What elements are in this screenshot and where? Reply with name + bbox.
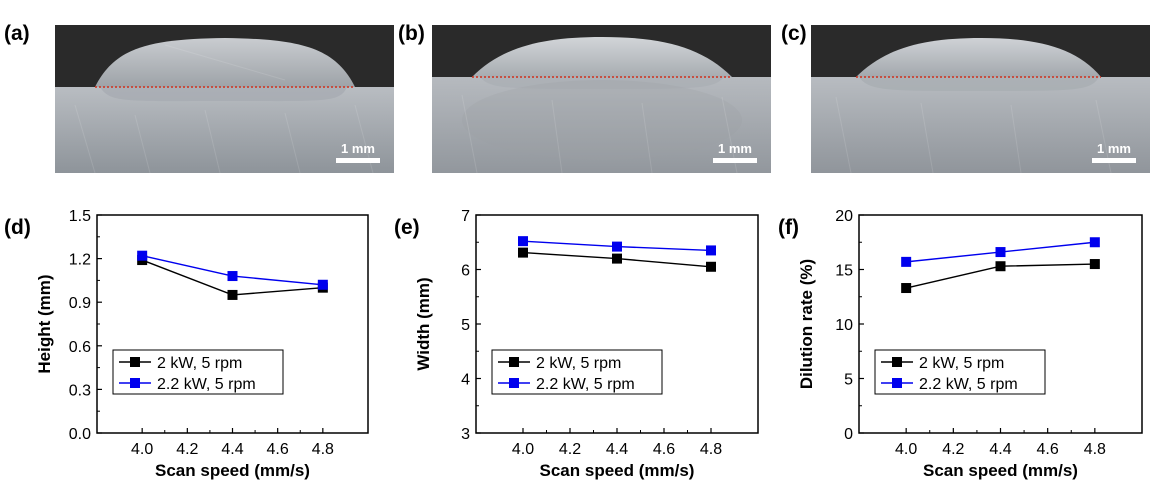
panel-label-c: (c) <box>781 22 807 45</box>
panel-label: (f) <box>778 216 799 239</box>
scale-bar-label: 1 mm <box>341 141 375 156</box>
y-tick-label: 3 <box>461 426 470 443</box>
legend-marker <box>509 357 519 367</box>
data-point-series-1 <box>227 289 238 300</box>
y-tick-label: 4 <box>461 372 470 389</box>
data-point-series-2 <box>518 236 528 247</box>
legend-label: 2 kW, 5 rpm <box>919 355 1004 372</box>
y-tick-label: 15 <box>835 263 853 280</box>
data-point-series-2 <box>901 256 912 267</box>
legend-label: 2 kW, 5 rpm <box>157 355 242 372</box>
x-axis-label: Scan speed (mm/s) <box>923 461 1078 480</box>
legend-label: 2 kW, 5 rpm <box>536 355 621 372</box>
y-tick-label: 1.2 <box>69 252 91 269</box>
data-point-series-1 <box>1089 259 1100 270</box>
data-point-series-1 <box>518 247 528 258</box>
y-tick-label: 5 <box>461 317 470 334</box>
y-tick-label: 10 <box>835 317 853 334</box>
y-axis-label: Height (mm) <box>35 274 54 373</box>
y-tick-label: 0.3 <box>69 382 91 399</box>
x-axis-label: Scan speed (mm/s) <box>155 461 310 480</box>
legend-box <box>491 349 663 395</box>
data-point-series-1 <box>612 253 622 264</box>
scale-bar-label: 1 mm <box>1097 141 1131 156</box>
plot-frame <box>96 214 369 434</box>
scale-bar-c: 1 mm <box>1092 142 1136 163</box>
scale-bar-line <box>713 158 757 163</box>
data-point-series-1 <box>901 283 912 294</box>
y-tick-label: 0.9 <box>69 295 91 312</box>
x-tick-label: 4.2 <box>176 441 198 458</box>
panel-label: (d) <box>4 216 31 239</box>
legend-marker <box>130 378 140 388</box>
legend-label: 2.2 kW, 5 rpm <box>536 376 635 393</box>
x-tick-label: 4.8 <box>1084 441 1106 458</box>
panel-label-b: (b) <box>398 22 425 45</box>
legend-marker <box>130 357 140 367</box>
x-tick-label: 4.0 <box>131 441 153 458</box>
y-axis-label: Width (mm) <box>414 277 433 370</box>
data-point-series-1 <box>706 261 716 272</box>
legend-marker <box>509 378 519 388</box>
data-point-series-2 <box>1089 237 1100 248</box>
chart-e: (e) 3 4 5 6 7 4.0 4.2 4.4 4.6 4.8 Scan speed (mm/s)… <box>390 200 780 499</box>
x-tick-label: 4.4 <box>606 441 628 458</box>
scale-bar-line <box>1092 158 1136 163</box>
x-tick-label: 4.0 <box>895 441 917 458</box>
legend-label: 2.2 kW, 5 rpm <box>157 376 256 393</box>
legend-box <box>112 349 284 395</box>
x-tick-label: 4.8 <box>700 441 722 458</box>
data-point-series-1 <box>995 261 1006 272</box>
x-axis-label: Scan speed (mm/s) <box>540 461 695 480</box>
cross-section-photo-b: 1 mm <box>432 25 771 173</box>
cross-section-photo-a: 1 mm <box>55 25 394 173</box>
legend-marker <box>892 378 902 388</box>
x-tick-label: 4.2 <box>559 441 581 458</box>
data-point-series-2 <box>706 245 716 256</box>
x-tick-label: 4.2 <box>942 441 964 458</box>
y-tick-label: 6 <box>461 263 470 280</box>
x-tick-label: 4.6 <box>267 441 289 458</box>
panel-label: (e) <box>394 216 420 239</box>
scale-bar-b: 1 mm <box>713 142 757 163</box>
data-point-series-2 <box>317 279 328 290</box>
panel-label-a: (a) <box>4 22 30 45</box>
chart-f: (f) 0 5 10 15 20 4.0 4.2 4.4 4.6 4.8 Scan speed (mm… <box>774 200 1164 499</box>
x-tick-label: 4.0 <box>512 441 534 458</box>
y-axis-label: Dilution rate (%) <box>797 259 816 389</box>
y-tick-label: 5 <box>844 372 853 389</box>
y-tick-label: 20 <box>835 208 853 225</box>
data-point-series-2 <box>612 241 622 252</box>
x-tick-label: 4.8 <box>312 441 334 458</box>
legend-box <box>874 349 1046 395</box>
chart-d: (d) 0.0 0.3 0.6 0.9 1.2 1.5 4.0 4.2 4.4 4.6 4.8 Scan… <box>0 200 390 499</box>
scale-bar-a: 1 mm <box>336 142 380 163</box>
cross-section-photo-c: 1 mm <box>811 25 1150 173</box>
legend-label: 2.2 kW, 5 rpm <box>919 376 1018 393</box>
y-tick-label: 0 <box>844 426 853 443</box>
y-tick-label: 1.5 <box>69 208 91 225</box>
legend-marker <box>892 357 902 367</box>
scale-bar-label: 1 mm <box>718 141 752 156</box>
y-tick-label: 0.6 <box>69 339 91 356</box>
x-tick-label: 4.6 <box>1037 441 1059 458</box>
data-point-series-2 <box>227 271 238 282</box>
x-tick-label: 4.6 <box>653 441 675 458</box>
x-tick-label: 4.4 <box>989 441 1011 458</box>
y-tick-label: 0.0 <box>69 426 91 443</box>
data-point-series-2 <box>995 247 1006 258</box>
data-point-series-2 <box>137 250 148 261</box>
scale-bar-line <box>336 158 380 163</box>
y-tick-label: 7 <box>461 208 470 225</box>
x-tick-label: 4.4 <box>221 441 243 458</box>
